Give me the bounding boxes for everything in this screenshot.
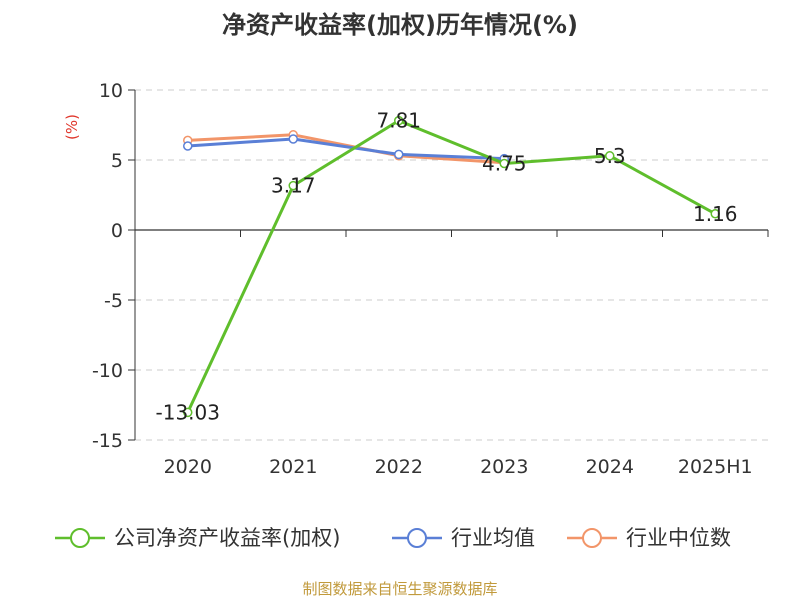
data-point <box>499 158 509 169</box>
data-point <box>394 149 404 160</box>
data-label: -13.03 <box>156 400 220 424</box>
legend-label[interactable]: 行业均值 <box>451 526 535 550</box>
gridlines: 10 5 0 -5 -10 -15 <box>92 80 768 452</box>
data-label: 5.3 <box>594 144 626 168</box>
x-tick-label: 2022 <box>375 456 423 478</box>
x-tick-label: 2020 <box>164 456 212 478</box>
data-labels: -13.03 3.17 7.81 4.75 5.3 1.16 <box>156 109 738 425</box>
axes: 2020 2021 2022 2023 2024 2025H1 <box>134 90 769 478</box>
x-tick-label: 2021 <box>269 456 317 478</box>
x-tick-label: 2023 <box>480 456 528 478</box>
data-label: 4.75 <box>482 152 527 176</box>
y-tick-label: 5 <box>111 150 123 172</box>
legend-marker <box>70 528 90 548</box>
data-point <box>605 151 615 161</box>
legend[interactable]: 公司净资产收益率(加权) 行业均值 行业中位数 <box>55 526 731 550</box>
series-lines <box>183 115 720 418</box>
series-line-2 <box>187 133 505 165</box>
y-tick-label: 0 <box>111 220 123 242</box>
chart-title: 净资产收益率(加权)历年情况(%) <box>222 11 578 39</box>
y-tick-label: 10 <box>99 80 123 102</box>
data-point <box>394 115 404 126</box>
data-point <box>288 134 298 144</box>
y-tick-label: -5 <box>104 290 123 312</box>
data-point <box>183 141 193 151</box>
series-line-1 <box>187 137 505 161</box>
data-label: 7.81 <box>376 109 421 133</box>
legend-label[interactable]: 公司净资产收益率(加权) <box>114 526 340 550</box>
y-tick-label: -15 <box>92 430 123 452</box>
series-line-0 <box>186 119 716 414</box>
legend-label[interactable]: 行业中位数 <box>626 526 731 550</box>
source-note: 制图数据来自恒生聚源数据库 <box>302 580 497 598</box>
data-point <box>183 407 193 418</box>
y-tick-label: -10 <box>92 360 123 382</box>
data-point <box>710 209 720 219</box>
x-tick-label: 2025H1 <box>678 456 753 478</box>
data-label: 1.16 <box>693 202 738 226</box>
legend-marker <box>582 528 602 548</box>
data-point <box>288 180 298 191</box>
data-label: 3.17 <box>271 174 316 198</box>
x-tick-label: 2024 <box>586 456 634 478</box>
y-axis-label: (%) <box>63 114 81 140</box>
legend-marker <box>407 528 427 548</box>
